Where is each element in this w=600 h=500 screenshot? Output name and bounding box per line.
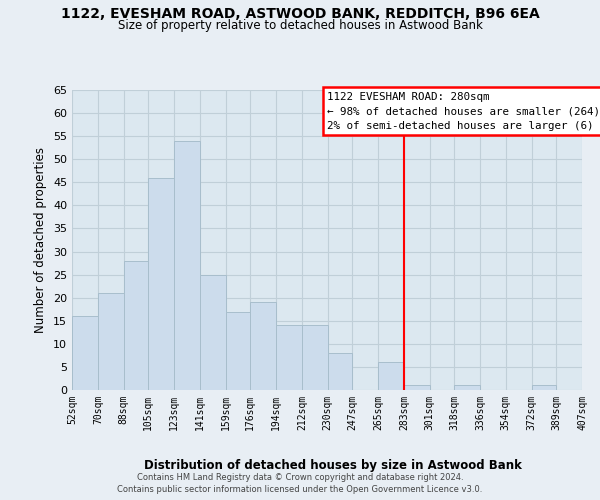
- Bar: [174, 141, 200, 390]
- Bar: [302, 326, 328, 390]
- Bar: [200, 274, 226, 390]
- Bar: [226, 312, 250, 390]
- Text: 1122 EVESHAM ROAD: 280sqm
← 98% of detached houses are smaller (264)
2% of semi-: 1122 EVESHAM ROAD: 280sqm ← 98% of detac…: [327, 92, 600, 131]
- Bar: [250, 302, 276, 390]
- Text: Distribution of detached houses by size in Astwood Bank: Distribution of detached houses by size …: [144, 460, 522, 472]
- Bar: [124, 261, 148, 390]
- Text: Contains HM Land Registry data © Crown copyright and database right 2024.
Contai: Contains HM Land Registry data © Crown c…: [118, 472, 482, 494]
- Bar: [148, 178, 174, 390]
- Text: Size of property relative to detached houses in Astwood Bank: Size of property relative to detached ho…: [118, 19, 482, 32]
- Bar: [72, 316, 98, 390]
- Text: 1122, EVESHAM ROAD, ASTWOOD BANK, REDDITCH, B96 6EA: 1122, EVESHAM ROAD, ASTWOOD BANK, REDDIT…: [61, 8, 539, 22]
- Bar: [532, 386, 556, 390]
- Bar: [98, 293, 124, 390]
- Y-axis label: Number of detached properties: Number of detached properties: [34, 147, 47, 333]
- Bar: [328, 353, 352, 390]
- Bar: [454, 386, 480, 390]
- Bar: [404, 386, 430, 390]
- Bar: [378, 362, 404, 390]
- Bar: [276, 326, 302, 390]
